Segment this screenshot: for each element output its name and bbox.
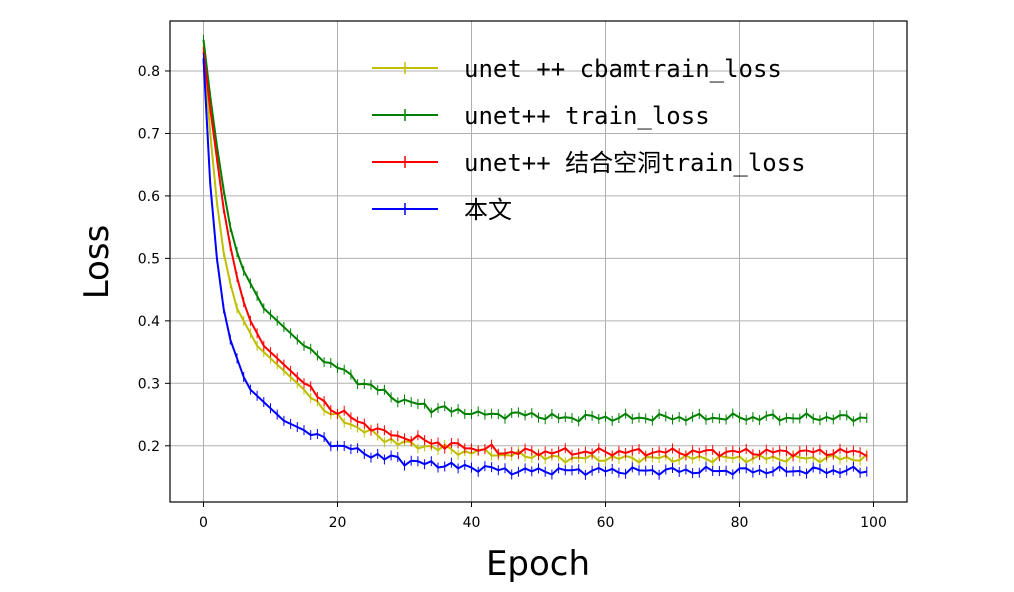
y-tick-label: 0.6: [138, 189, 160, 205]
series-2: [202, 47, 868, 462]
x-tick-label: 0: [199, 515, 208, 531]
series-line: [202, 45, 868, 464]
y-tick-label: 0.8: [138, 64, 160, 80]
legend-label: 本文: [464, 196, 512, 224]
series-1: [202, 34, 868, 427]
legend-label: unet ++ cbamtrain_loss: [464, 55, 782, 83]
series-line: [202, 58, 867, 476]
legend: unet ++ cbamtrain_loss unet++ train_lossu…: [372, 55, 806, 224]
series-layer: [202, 34, 868, 480]
y-tick-label: 0.7: [138, 126, 160, 142]
x-tick-label: 80: [731, 515, 749, 531]
series-line: [202, 52, 868, 458]
grid: [170, 21, 907, 502]
series-line: [202, 39, 867, 423]
y-axis-title: Loss: [77, 225, 117, 300]
plot-frame: [169, 20, 908, 503]
y-tick-label: 0.2: [138, 439, 160, 455]
x-tick-label: 100: [860, 515, 887, 531]
series-3: [202, 53, 868, 480]
legend-label: unet++ 结合空洞train_loss: [464, 149, 806, 177]
y-tick-label: 0.4: [138, 314, 160, 330]
ticks: 0 20 40 60 80 100 0.2 0.3 0.4 0.5 0.6 0.7 0.8: [138, 64, 887, 531]
x-axis-title: Epoch: [486, 544, 590, 584]
y-tick-label: 0.3: [138, 376, 160, 392]
legend-label: unet++ train_loss: [464, 102, 710, 130]
x-tick-label: 60: [597, 515, 615, 531]
x-tick-label: 20: [329, 515, 347, 531]
y-tick-label: 0.5: [138, 251, 160, 267]
x-tick-label: 40: [463, 515, 481, 531]
